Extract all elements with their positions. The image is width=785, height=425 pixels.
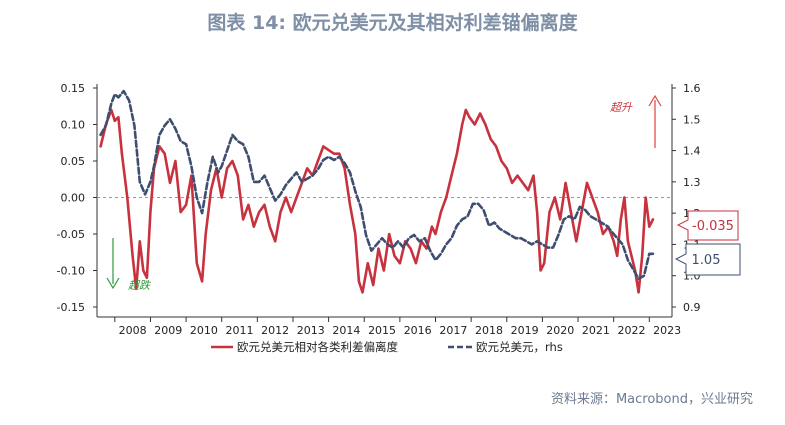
x-tick-label: 2021 bbox=[582, 324, 610, 337]
x-tick-label: 2019 bbox=[511, 324, 539, 337]
eurusd-callout-value: 1.05 bbox=[692, 253, 721, 268]
eurusd-callout-box bbox=[674, 243, 741, 276]
chart-title: 图表 14: 欧元兑美元及其相对利差锚偏离度 bbox=[207, 12, 578, 34]
x-tick-label: 2009 bbox=[154, 324, 182, 337]
x-tick-label: 2020 bbox=[546, 324, 574, 337]
right-tick-label: 1.3 bbox=[683, 176, 701, 189]
chart-svg: 0.15 0.10 0.05 0.00 -0.05 -0.10 -0.15 1.6 1.5 1.4… bbox=[57, 82, 741, 354]
x-tick-label: 2012 bbox=[261, 324, 289, 337]
eurusd-series-line bbox=[99, 89, 655, 281]
left-tick-label: 0.15 bbox=[61, 82, 86, 95]
left-tick-label: 0.10 bbox=[61, 119, 86, 132]
right-tick-label: 1.5 bbox=[683, 113, 701, 126]
left-tick-label: -0.05 bbox=[57, 228, 85, 241]
undervalued-label: 超跌 bbox=[128, 279, 152, 292]
x-tick-label: 2017 bbox=[439, 324, 467, 337]
left-tick-label: -0.15 bbox=[57, 301, 85, 314]
legend-label-eurusd: 欧元兑美元，rhs bbox=[476, 340, 563, 354]
left-tick-label: 0.05 bbox=[61, 155, 86, 168]
left-tick-label: -0.10 bbox=[57, 265, 85, 278]
x-tick-label: 2023 bbox=[653, 324, 681, 337]
deviation-series-line bbox=[99, 108, 655, 294]
x-tick-label: 2014 bbox=[332, 324, 360, 337]
overvalued-arrow-head bbox=[648, 94, 662, 107]
deviation-callout-box bbox=[676, 210, 739, 241]
x-tick-label: 2013 bbox=[297, 324, 325, 337]
x-tick-label: 2008 bbox=[119, 324, 147, 337]
overvalued-label: 超升 bbox=[610, 101, 633, 114]
left-tick-label: 0.00 bbox=[61, 192, 86, 205]
legend-label-deviation: 欧元兑美元相对各类利差偏离度 bbox=[237, 340, 398, 354]
x-tick-label: 2015 bbox=[368, 324, 396, 337]
x-tick-label: 2016 bbox=[404, 324, 432, 337]
x-tick-label: 2022 bbox=[617, 324, 645, 337]
undervalued-arrow-head bbox=[106, 277, 120, 290]
right-tick-label: 0.9 bbox=[683, 301, 701, 314]
x-tick-label: 2011 bbox=[226, 324, 254, 337]
x-tick-label: 2018 bbox=[475, 324, 503, 337]
right-tick-label: 1.4 bbox=[683, 145, 701, 158]
deviation-callout-value: -0.035 bbox=[692, 219, 734, 234]
source-note: 资料来源：Macrobond，兴业研究 bbox=[550, 392, 753, 407]
x-tick-label: 2010 bbox=[190, 324, 218, 337]
right-tick-label: 1.6 bbox=[683, 82, 701, 95]
